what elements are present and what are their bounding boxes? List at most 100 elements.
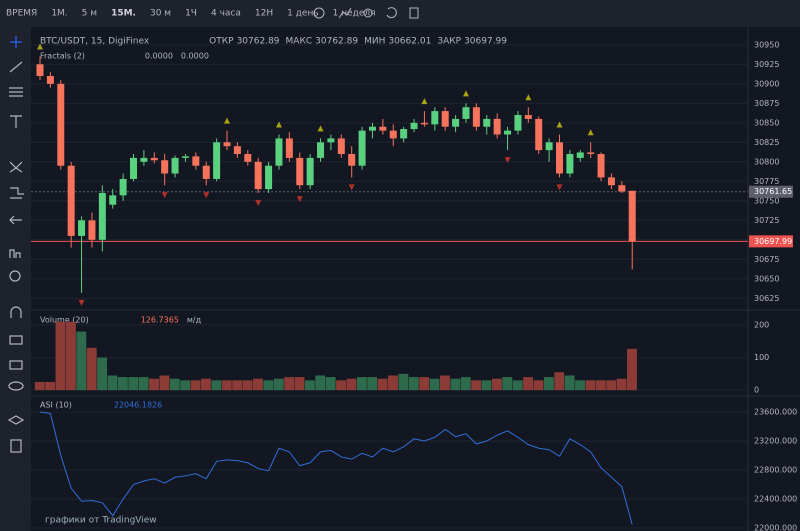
measure-icon[interactable] — [9, 249, 21, 258]
y-tick-label: 22400.000 — [754, 495, 797, 504]
volume-bar — [336, 380, 347, 391]
left-toolbar — [0, 27, 31, 531]
price-label-bg — [749, 235, 793, 248]
undo-icon[interactable] — [386, 7, 397, 19]
candle-body — [327, 138, 335, 143]
timeframe-button[interactable]: 1М. — [51, 9, 67, 19]
candle-body — [161, 160, 169, 174]
layers-icon[interactable] — [7, 415, 25, 425]
candle-body — [88, 220, 96, 240]
price-label: 30761.65 — [754, 187, 792, 196]
timeframe-button[interactable]: 1Ч — [185, 9, 197, 19]
candle-body — [67, 165, 75, 236]
timeframe-button[interactable]: 1 день — [287, 9, 319, 19]
volume-bar — [221, 380, 232, 391]
timeframe-button[interactable]: 15М. — [111, 9, 136, 19]
volume-bar — [45, 381, 56, 391]
volume-bar — [304, 380, 315, 391]
text-icon[interactable] — [10, 115, 22, 128]
candle-body — [348, 154, 356, 166]
fractal-up — [224, 117, 231, 124]
candle-body — [202, 165, 210, 179]
indicator-icon[interactable] — [313, 7, 325, 19]
y-tick-label: 30925 — [754, 60, 779, 69]
candle-body — [618, 185, 626, 192]
volume-bar — [481, 380, 492, 391]
price-label-bg — [749, 185, 793, 198]
lock-icon[interactable] — [9, 360, 23, 370]
fib-icon[interactable] — [9, 87, 23, 97]
volume-bar — [627, 348, 637, 391]
prediction-icon[interactable] — [10, 187, 24, 199]
legend-label: МИН — [364, 37, 385, 47]
y-tick-label: 30625 — [754, 294, 779, 303]
volume-bar — [367, 377, 378, 391]
fractal-down — [203, 192, 210, 199]
trendline-icon[interactable] — [9, 61, 23, 73]
pattern-icon[interactable] — [9, 161, 23, 173]
candle-body — [181, 156, 189, 158]
volume-bar — [86, 347, 97, 391]
candle-body — [431, 111, 439, 125]
volume-bar — [450, 378, 461, 391]
volume-bar — [502, 377, 513, 391]
y-tick-label: 30750 — [754, 196, 779, 205]
candle-body — [98, 193, 106, 240]
timeframe-button[interactable]: 1 неделя — [333, 9, 376, 19]
timeframe-button[interactable]: 5 м — [82, 9, 97, 19]
volume-bar — [34, 381, 45, 391]
candle-body — [587, 152, 595, 155]
back-icon[interactable] — [9, 215, 22, 225]
volume-bar — [440, 375, 450, 391]
candle-body — [213, 142, 221, 179]
volume-bar — [180, 380, 191, 391]
fullscreen-icon[interactable] — [409, 7, 419, 19]
volume-bar — [575, 380, 585, 391]
fractal-down — [161, 192, 168, 199]
volume-bar — [554, 372, 565, 391]
volume-bar — [585, 380, 596, 391]
timeframe-button[interactable]: ВРЕМЯ — [6, 9, 37, 19]
fractal-down — [296, 196, 303, 203]
y-tick-label: 22800.000 — [754, 466, 797, 475]
candle-body — [389, 130, 397, 139]
volume-bar — [169, 378, 180, 391]
zoom-icon[interactable] — [9, 270, 21, 282]
candle-body — [244, 154, 252, 162]
eye-icon[interactable] — [8, 381, 24, 391]
crosshair-icon[interactable] — [10, 36, 22, 48]
volume-bar — [65, 321, 76, 391]
candle-body — [441, 111, 449, 127]
magnet-icon[interactable] — [10, 306, 22, 318]
volume-bar — [595, 380, 606, 391]
volume-bar — [606, 380, 617, 391]
y-tick-label: 30675 — [754, 255, 779, 264]
fractal-down — [348, 184, 355, 191]
lock-draw-icon[interactable] — [9, 335, 23, 345]
y-tick-label: 100 — [754, 353, 769, 362]
indicator-value: 0.0000 — [145, 52, 173, 61]
volume-bar — [523, 377, 534, 391]
volume-bar — [273, 378, 284, 391]
volume-bar — [294, 377, 305, 391]
pane-title: Volume (20) — [40, 316, 89, 325]
fractal-down — [255, 200, 262, 207]
symbol-title: BTC/USDT, 15, DigiFinex — [40, 37, 150, 47]
compare-icon[interactable] — [338, 7, 352, 19]
candle-body — [130, 157, 138, 179]
pane-value: 126.7365 — [141, 316, 179, 325]
trash-icon[interactable] — [10, 439, 22, 453]
timeframe-button[interactable]: 30 м — [150, 9, 171, 19]
settings-icon[interactable] — [363, 8, 373, 18]
legend-value: 30762.89 — [315, 37, 358, 47]
volume-bar — [616, 378, 627, 391]
volume-bar — [149, 378, 159, 391]
timeframe-button[interactable]: 4 часа — [211, 9, 241, 19]
volume-bar — [117, 377, 128, 391]
candle-body — [400, 129, 408, 139]
y-tick-label: 30900 — [754, 79, 779, 88]
candle-body — [254, 161, 262, 190]
fractal-up — [587, 129, 594, 136]
volume-bar — [325, 377, 336, 391]
timeframe-button[interactable]: 12Н — [255, 9, 273, 19]
